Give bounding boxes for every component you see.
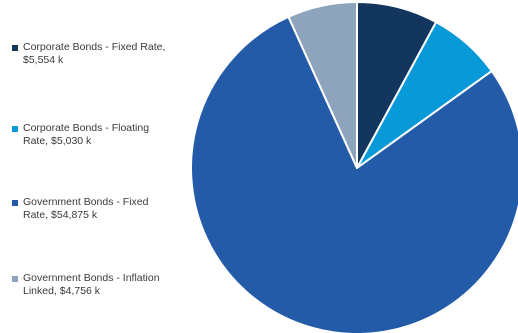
legend-label-corporate-fixed: Corporate Bonds - Fixed Rate, $5,554 k bbox=[23, 41, 166, 66]
slice-government-fixed bbox=[190, 15, 518, 333]
legend-swatch-government-fixed bbox=[12, 200, 18, 206]
legend-label-government-fixed: Government Bonds - Fixed Rate, $54,875 k bbox=[23, 196, 149, 221]
legend-label-corporate-floating: Corporate Bonds - Floating Rate, $5,030 … bbox=[23, 122, 150, 147]
legend-item-corporate-floating: Corporate Bonds - Floating Rate, $5,030 … bbox=[12, 122, 200, 148]
legend-label-government-inflation: Government Bonds - Inflation Linked, $4,… bbox=[23, 272, 160, 297]
slice-government-inflation bbox=[287, 1, 358, 169]
legend-item-government-fixed: Government Bonds - Fixed Rate, $54,875 k bbox=[12, 196, 200, 222]
legend: Corporate Bonds - Fixed Rate, $5,554 k C… bbox=[12, 0, 200, 333]
legend-swatch-corporate-fixed bbox=[12, 45, 18, 51]
legend-item-corporate-fixed: Corporate Bonds - Fixed Rate, $5,554 k bbox=[12, 41, 200, 67]
legend-swatch-corporate-floating bbox=[12, 126, 18, 132]
legend-swatch-government-inflation bbox=[12, 276, 18, 282]
legend-item-government-inflation: Government Bonds - Inflation Linked, $4,… bbox=[12, 272, 200, 298]
